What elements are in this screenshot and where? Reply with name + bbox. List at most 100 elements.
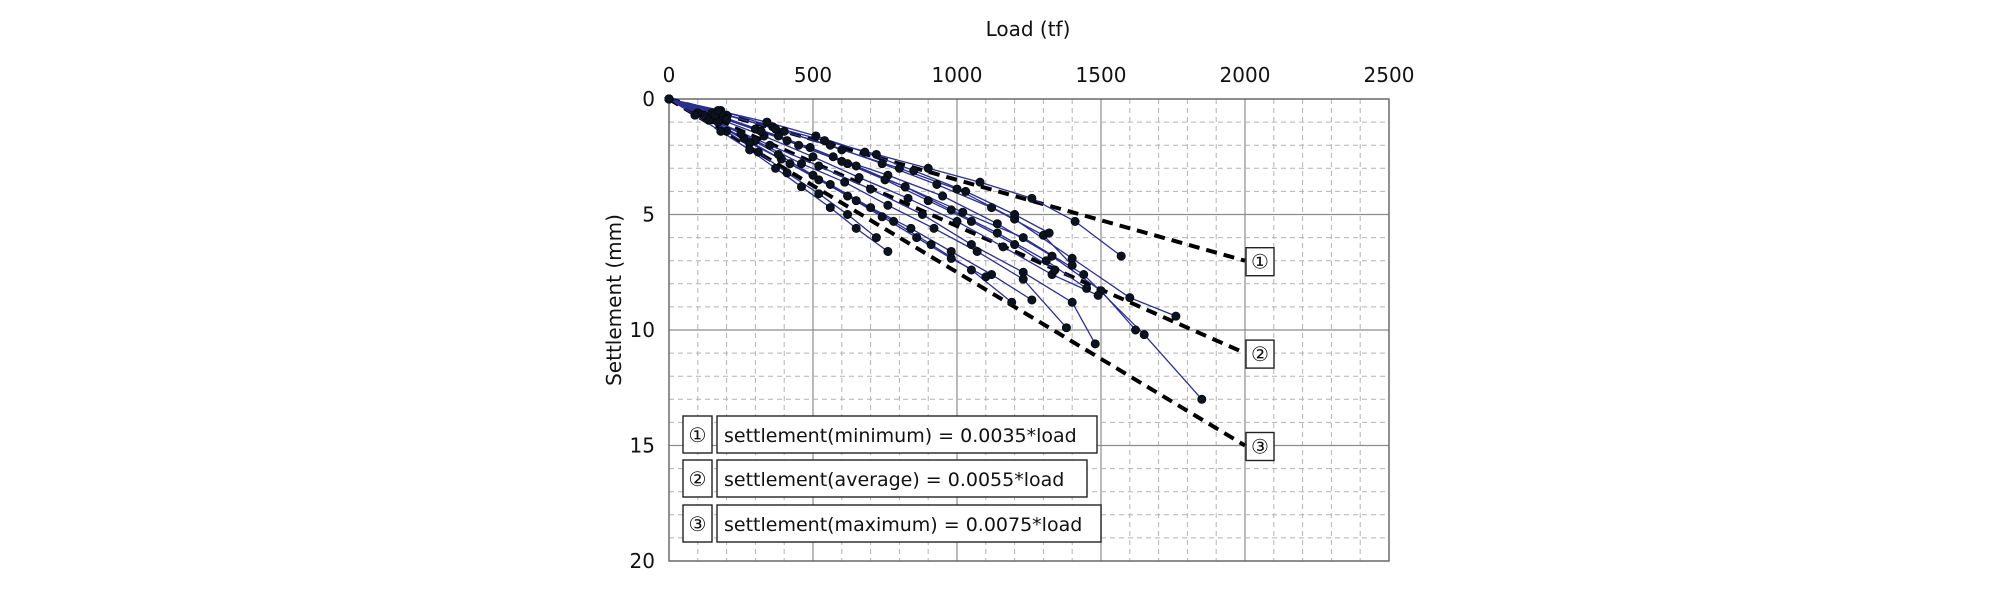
data-point	[938, 191, 948, 201]
data-point	[805, 143, 815, 153]
data-point	[664, 94, 674, 104]
legend-equation-label: settlement(average) = 0.0055*load	[724, 469, 1064, 491]
data-point	[1125, 293, 1135, 303]
data-point	[1197, 394, 1207, 404]
y-tick-label: 10	[630, 318, 655, 342]
data-point	[745, 145, 755, 155]
data-point	[966, 216, 976, 226]
data-point	[814, 161, 824, 171]
data-point	[860, 147, 870, 157]
data-point	[923, 196, 933, 206]
data-point	[1018, 274, 1028, 284]
data-point	[952, 216, 962, 226]
data-point	[794, 140, 804, 150]
legend-equation-label: settlement(minimum) = 0.0035*load	[724, 425, 1077, 447]
data-point	[877, 212, 887, 222]
data-point	[966, 240, 976, 250]
data-point	[972, 246, 982, 256]
data-point	[877, 159, 887, 169]
x-tick-label: 2500	[1364, 63, 1415, 87]
data-point	[958, 207, 968, 217]
data-point	[796, 159, 806, 169]
data-point	[713, 106, 723, 116]
x-tick-label: 500	[794, 63, 832, 87]
equation-legend: ① settlement(minimum) = 0.0035*load ② settl…	[682, 415, 1102, 543]
data-point	[1027, 193, 1037, 203]
data-point	[690, 110, 700, 120]
x-tick-label: 2000	[1220, 63, 1271, 87]
data-point	[808, 152, 818, 162]
legend-marker: ②	[689, 467, 707, 491]
data-point	[1139, 330, 1149, 340]
data-point	[840, 177, 850, 187]
data-point	[756, 126, 766, 136]
trend-marker-label: ②	[1251, 342, 1269, 366]
legend-equation-box	[716, 504, 1102, 543]
y-tick-labels: 0 5 10 15 20	[630, 87, 655, 573]
data-point	[762, 117, 772, 127]
data-point	[837, 145, 847, 155]
data-point	[843, 191, 853, 201]
legend-marker: ①	[689, 423, 707, 447]
data-point	[1007, 297, 1017, 307]
data-points	[664, 94, 1207, 404]
y-tick-label: 5	[642, 203, 655, 227]
data-point	[866, 184, 876, 194]
trend-marker-box	[1245, 431, 1275, 462]
data-point	[851, 161, 861, 171]
data-point	[825, 203, 835, 213]
data-point	[926, 240, 936, 250]
data-point	[1171, 311, 1181, 321]
x-tick-label: 0	[663, 63, 676, 87]
data-point	[1093, 290, 1103, 300]
data-point	[782, 168, 792, 178]
data-point	[771, 163, 781, 173]
legend-marker-box	[682, 504, 713, 543]
data-point	[923, 163, 933, 173]
data-point	[932, 179, 942, 189]
legend-marker-box	[682, 415, 713, 454]
data-point	[854, 173, 864, 183]
data-point	[998, 242, 1008, 252]
data-point	[871, 233, 881, 243]
data-point	[837, 156, 847, 166]
x-tick-labels: 0 500 1000 1500 2000 2500	[663, 63, 1415, 87]
settlement-curve	[668, 98, 1122, 257]
data-point	[992, 228, 1002, 238]
legend-equation-box	[716, 415, 1098, 454]
data-point	[966, 265, 976, 275]
data-point	[828, 152, 838, 162]
data-point	[992, 219, 1002, 229]
x-tick-label: 1500	[1076, 63, 1127, 87]
x-tick-label: 1000	[932, 63, 983, 87]
trend-marker-box	[1245, 339, 1275, 369]
data-point	[906, 223, 916, 233]
data-point	[765, 140, 775, 150]
settlement-curve	[668, 98, 1087, 289]
data-point	[1027, 295, 1037, 305]
trend-line	[668, 97, 1246, 355]
data-point	[912, 233, 922, 243]
data-point	[909, 166, 919, 176]
legend-marker-box	[682, 459, 713, 498]
data-point	[1044, 228, 1054, 238]
data-point	[929, 223, 939, 233]
data-point	[753, 147, 763, 157]
trend-marker-label: ①	[1251, 250, 1269, 274]
data-point	[1041, 256, 1051, 266]
data-point	[1131, 325, 1141, 335]
data-point	[843, 210, 853, 220]
plot-frame	[668, 98, 1390, 562]
data-point	[981, 272, 991, 282]
data-point	[1090, 339, 1100, 349]
y-tick-label: 20	[630, 549, 655, 573]
y-tick-label: 0	[642, 87, 655, 111]
data-point	[1082, 283, 1092, 293]
data-point	[1067, 260, 1077, 270]
data-point	[961, 186, 971, 196]
data-point	[773, 149, 783, 159]
trend-marker-label: ③	[1251, 435, 1269, 459]
y-tick-label: 15	[630, 434, 655, 458]
